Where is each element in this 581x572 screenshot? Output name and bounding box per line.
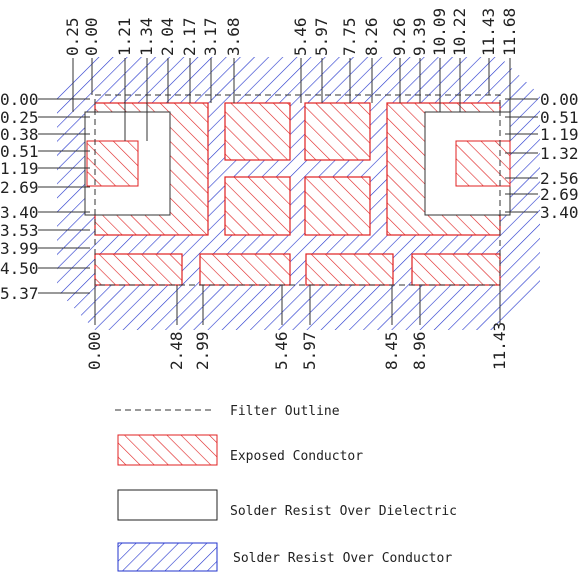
dimension-label: 9.26 (390, 17, 409, 56)
legend-label: Exposed Conductor (230, 449, 363, 464)
dimension-label: 1.32 (540, 144, 579, 163)
dimension-label: 0.38 (0, 125, 39, 144)
dimension-label: 5.97 (312, 17, 331, 56)
legend-swatch (117, 489, 218, 521)
dimension-label: 11.43 (490, 322, 509, 370)
dimension-label: 2.99 (193, 331, 212, 370)
dimension-label: 2.69 (0, 178, 39, 197)
dimension-label: 0.51 (0, 142, 39, 161)
dimension-label: 1.19 (540, 125, 579, 144)
dimension-label: 7.75 (340, 17, 359, 56)
dimension-label: 0.00 (82, 17, 101, 56)
dimension-label: 2.17 (180, 17, 199, 56)
dimension-label: 3.99 (0, 239, 39, 258)
dimension-label: 9.39 (410, 17, 429, 56)
dimension-label: 3.17 (201, 17, 220, 56)
dimension-label: 0.25 (0, 108, 39, 127)
dimension-label: 8.45 (382, 331, 401, 370)
dimension-label: 3.53 (0, 221, 39, 240)
dimension-label: 11.43 (479, 8, 498, 56)
dimension-label: 4.50 (0, 259, 39, 278)
dimension-label: 1.34 (137, 17, 156, 56)
dimension-label: 2.69 (540, 185, 579, 204)
dimension-label: 8.26 (362, 17, 381, 56)
dimension-label: 0.00 (0, 90, 39, 109)
legend-swatch (117, 542, 218, 572)
dimension-label: 5.46 (291, 17, 310, 56)
filter-outline (94, 94, 501, 286)
legend-label: Filter Outline (230, 404, 340, 419)
dimension-label: 3.40 (540, 203, 579, 222)
dimension-label: 1.21 (115, 17, 134, 56)
dimension-label: 0.25 (63, 17, 82, 56)
dimension-label: 3.68 (224, 17, 243, 56)
legend: Filter Outline Exposed Conductor Solder … (115, 404, 457, 572)
dimension-label: 10.09 (430, 8, 449, 56)
dimension-label: 5.97 (300, 331, 319, 370)
dimension-label: 0.51 (540, 108, 579, 127)
dimension-label: 8.96 (410, 331, 429, 370)
board (57, 57, 540, 330)
legend-swatch (117, 434, 218, 466)
dimension-label: 2.56 (540, 169, 579, 188)
dimension-label: 3.40 (0, 203, 39, 222)
dimension-label: 11.68 (500, 8, 519, 56)
dimension-label: 10.22 (450, 8, 469, 56)
conductor (455, 140, 511, 187)
dimension-label: 0.00 (540, 90, 579, 109)
dimension-label: 0.00 (85, 331, 104, 370)
dimension-label: 5.37 (0, 284, 39, 303)
dimension-label: 5.46 (272, 331, 291, 370)
legend-label: Solder Resist Over Conductor (233, 551, 452, 566)
legend-label: Solder Resist Over Dielectric (230, 504, 457, 519)
dimension-label: 2.04 (158, 17, 177, 56)
dimension-label: 2.48 (167, 331, 186, 370)
dimension-label: 1.19 (0, 159, 39, 178)
